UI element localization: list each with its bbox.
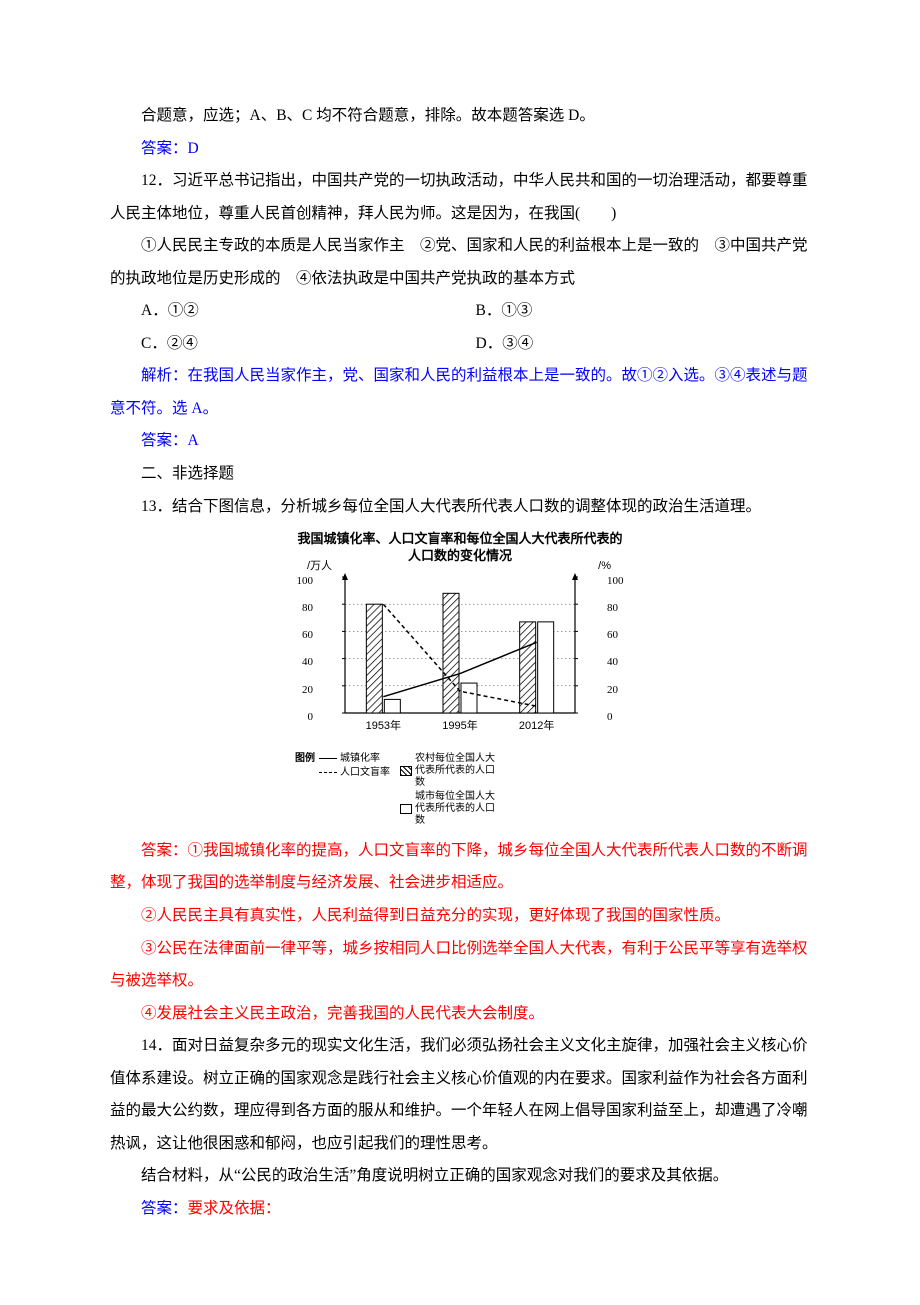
legend-rural: 农村每位全国人大代表所代表的人口数 bbox=[400, 753, 500, 789]
q12-option-d: D．③④ bbox=[476, 328, 811, 361]
legend-urban: 城市每位全国人大代表所代表的人口数 bbox=[400, 791, 500, 827]
q11-trail: 合题意，应选；A、B、C 均不符合题意，排除。故本题答案选 D。 bbox=[110, 100, 810, 133]
q14-answer-label: 答案： bbox=[141, 1200, 188, 1217]
hatch-swatch-icon bbox=[400, 766, 412, 776]
q12-option-c: C．②④ bbox=[141, 328, 476, 361]
q14-stem-p1: 14．面对日益复杂多元的现实文化生活，我们必须弘扬社会主义文化主旋律，加强社会主… bbox=[110, 1030, 810, 1160]
legend-urban-label: 城市每位全国人大代表所代表的人口数 bbox=[415, 791, 500, 827]
q12-items: ①人民民主专政的本质是人民当家作主 ②党、国家和人民的利益根本上是一致的 ③中国… bbox=[110, 230, 810, 295]
q13-stem: 13．结合下图信息，分析城乡每位全国人大代表所代表人口数的调整体现的政治生活道理… bbox=[110, 491, 810, 524]
q11-answer-label: 答案： bbox=[141, 140, 188, 157]
section-2-heading: 二、非选择题 bbox=[110, 458, 810, 491]
legend-urbanization: 城镇化率 bbox=[319, 753, 390, 765]
legend-illiteracy: 人口文盲率 bbox=[319, 767, 390, 779]
chart-title: 我国城镇化率、人口文盲率和每位全国人大代表所代表的人口数的变化情况 bbox=[295, 531, 625, 565]
legend-illiteracy-label: 人口文盲率 bbox=[340, 767, 390, 779]
q12-stem-text: 习近平总书记指出，中国共产党的一切执政活动，中华人民共和国的一切治理活动，都要尊… bbox=[110, 172, 808, 222]
legend-label: 图例 bbox=[295, 753, 315, 765]
q13-answer-p1: 答案：①我国城镇化率的提高，人口文盲率的下降，城乡每位全国人大代表所代表人口数的… bbox=[110, 835, 810, 900]
q12-answer: A bbox=[188, 432, 199, 449]
q13-answer-label: 答案： bbox=[141, 842, 188, 859]
q12-answer-line: 答案：A bbox=[110, 425, 810, 458]
q12-options-row2: C．②④ D．③④ bbox=[110, 328, 810, 361]
q13-answer-p3: ③公民在法律面前一律平等，城乡按相同人口比例选举全国人大代表，有利于公民平等享有… bbox=[110, 933, 810, 998]
q11-answer-line: 答案：D bbox=[110, 133, 810, 166]
q14-answer-trail: 要求及依据： bbox=[188, 1200, 281, 1217]
q12-analysis-text: 在我国人民当家作主，党、国家和人民的利益根本上是一致的。故①②入选。③④表述与题… bbox=[110, 367, 808, 417]
chart-legend: 图例 城镇化率 人口文盲率 农村每位全国人大代表所代表的人口数 bbox=[295, 753, 625, 827]
dash-line-icon bbox=[319, 772, 337, 773]
q12-option-a: A．①② bbox=[141, 295, 476, 328]
chart-plot: /万人 /% 0020204040606080801001001953年1995… bbox=[315, 571, 605, 731]
q14-stem-p2: 结合材料，从“公民的政治生活”角度说明树立正确的国家观念对我们的要求及其依据。 bbox=[110, 1160, 810, 1193]
q12-analysis-label: 解析： bbox=[141, 367, 188, 384]
q13-answer-p2: ②人民民主具有真实性，人民利益得到日益充分的实现，更好体现了我国的国家性质。 bbox=[110, 900, 810, 933]
q13-stem-text: 结合下图信息，分析城乡每位全国人大代表所代表人口数的调整体现的政治生活道理。 bbox=[172, 498, 761, 515]
q14-stem-p1-text: 面对日益复杂多元的现实文化生活，我们必须弘扬社会主义文化主旋律，加强社会主义核心… bbox=[110, 1037, 808, 1152]
q13-number: 13． bbox=[141, 498, 172, 515]
chart-svg bbox=[315, 571, 605, 731]
q11-answer: D bbox=[188, 140, 199, 157]
q12-answer-label: 答案： bbox=[141, 432, 188, 449]
solid-line-icon bbox=[319, 758, 337, 759]
q14-number: 14． bbox=[141, 1037, 172, 1054]
q12-option-b: B．①③ bbox=[476, 295, 811, 328]
q13-answer-p4: ④发展社会主义民主政治，完善我国的人民代表大会制度。 bbox=[110, 998, 810, 1031]
empty-swatch-icon bbox=[400, 804, 412, 814]
legend-rural-label: 农村每位全国人大代表所代表的人口数 bbox=[415, 753, 500, 789]
q12-number: 12． bbox=[141, 172, 172, 189]
q12-stem: 12．习近平总书记指出，中国共产党的一切执政活动，中华人民共和国的一切治理活动，… bbox=[110, 165, 810, 230]
q12-options-row1: A．①② B．①③ bbox=[110, 295, 810, 328]
q13-chart: 我国城镇化率、人口文盲率和每位全国人大代表所代表的人口数的变化情况 /万人 /%… bbox=[110, 531, 810, 827]
q12-analysis: 解析：在我国人民当家作主，党、国家和人民的利益根本上是一致的。故①②入选。③④表… bbox=[110, 360, 810, 425]
q14-answer-line: 答案：要求及依据： bbox=[110, 1193, 810, 1226]
q13-answer-1: ①我国城镇化率的提高，人口文盲率的下降，城乡每位全国人大代表所代表人口数的不断调… bbox=[110, 842, 808, 892]
legend-urbanization-label: 城镇化率 bbox=[340, 753, 380, 765]
